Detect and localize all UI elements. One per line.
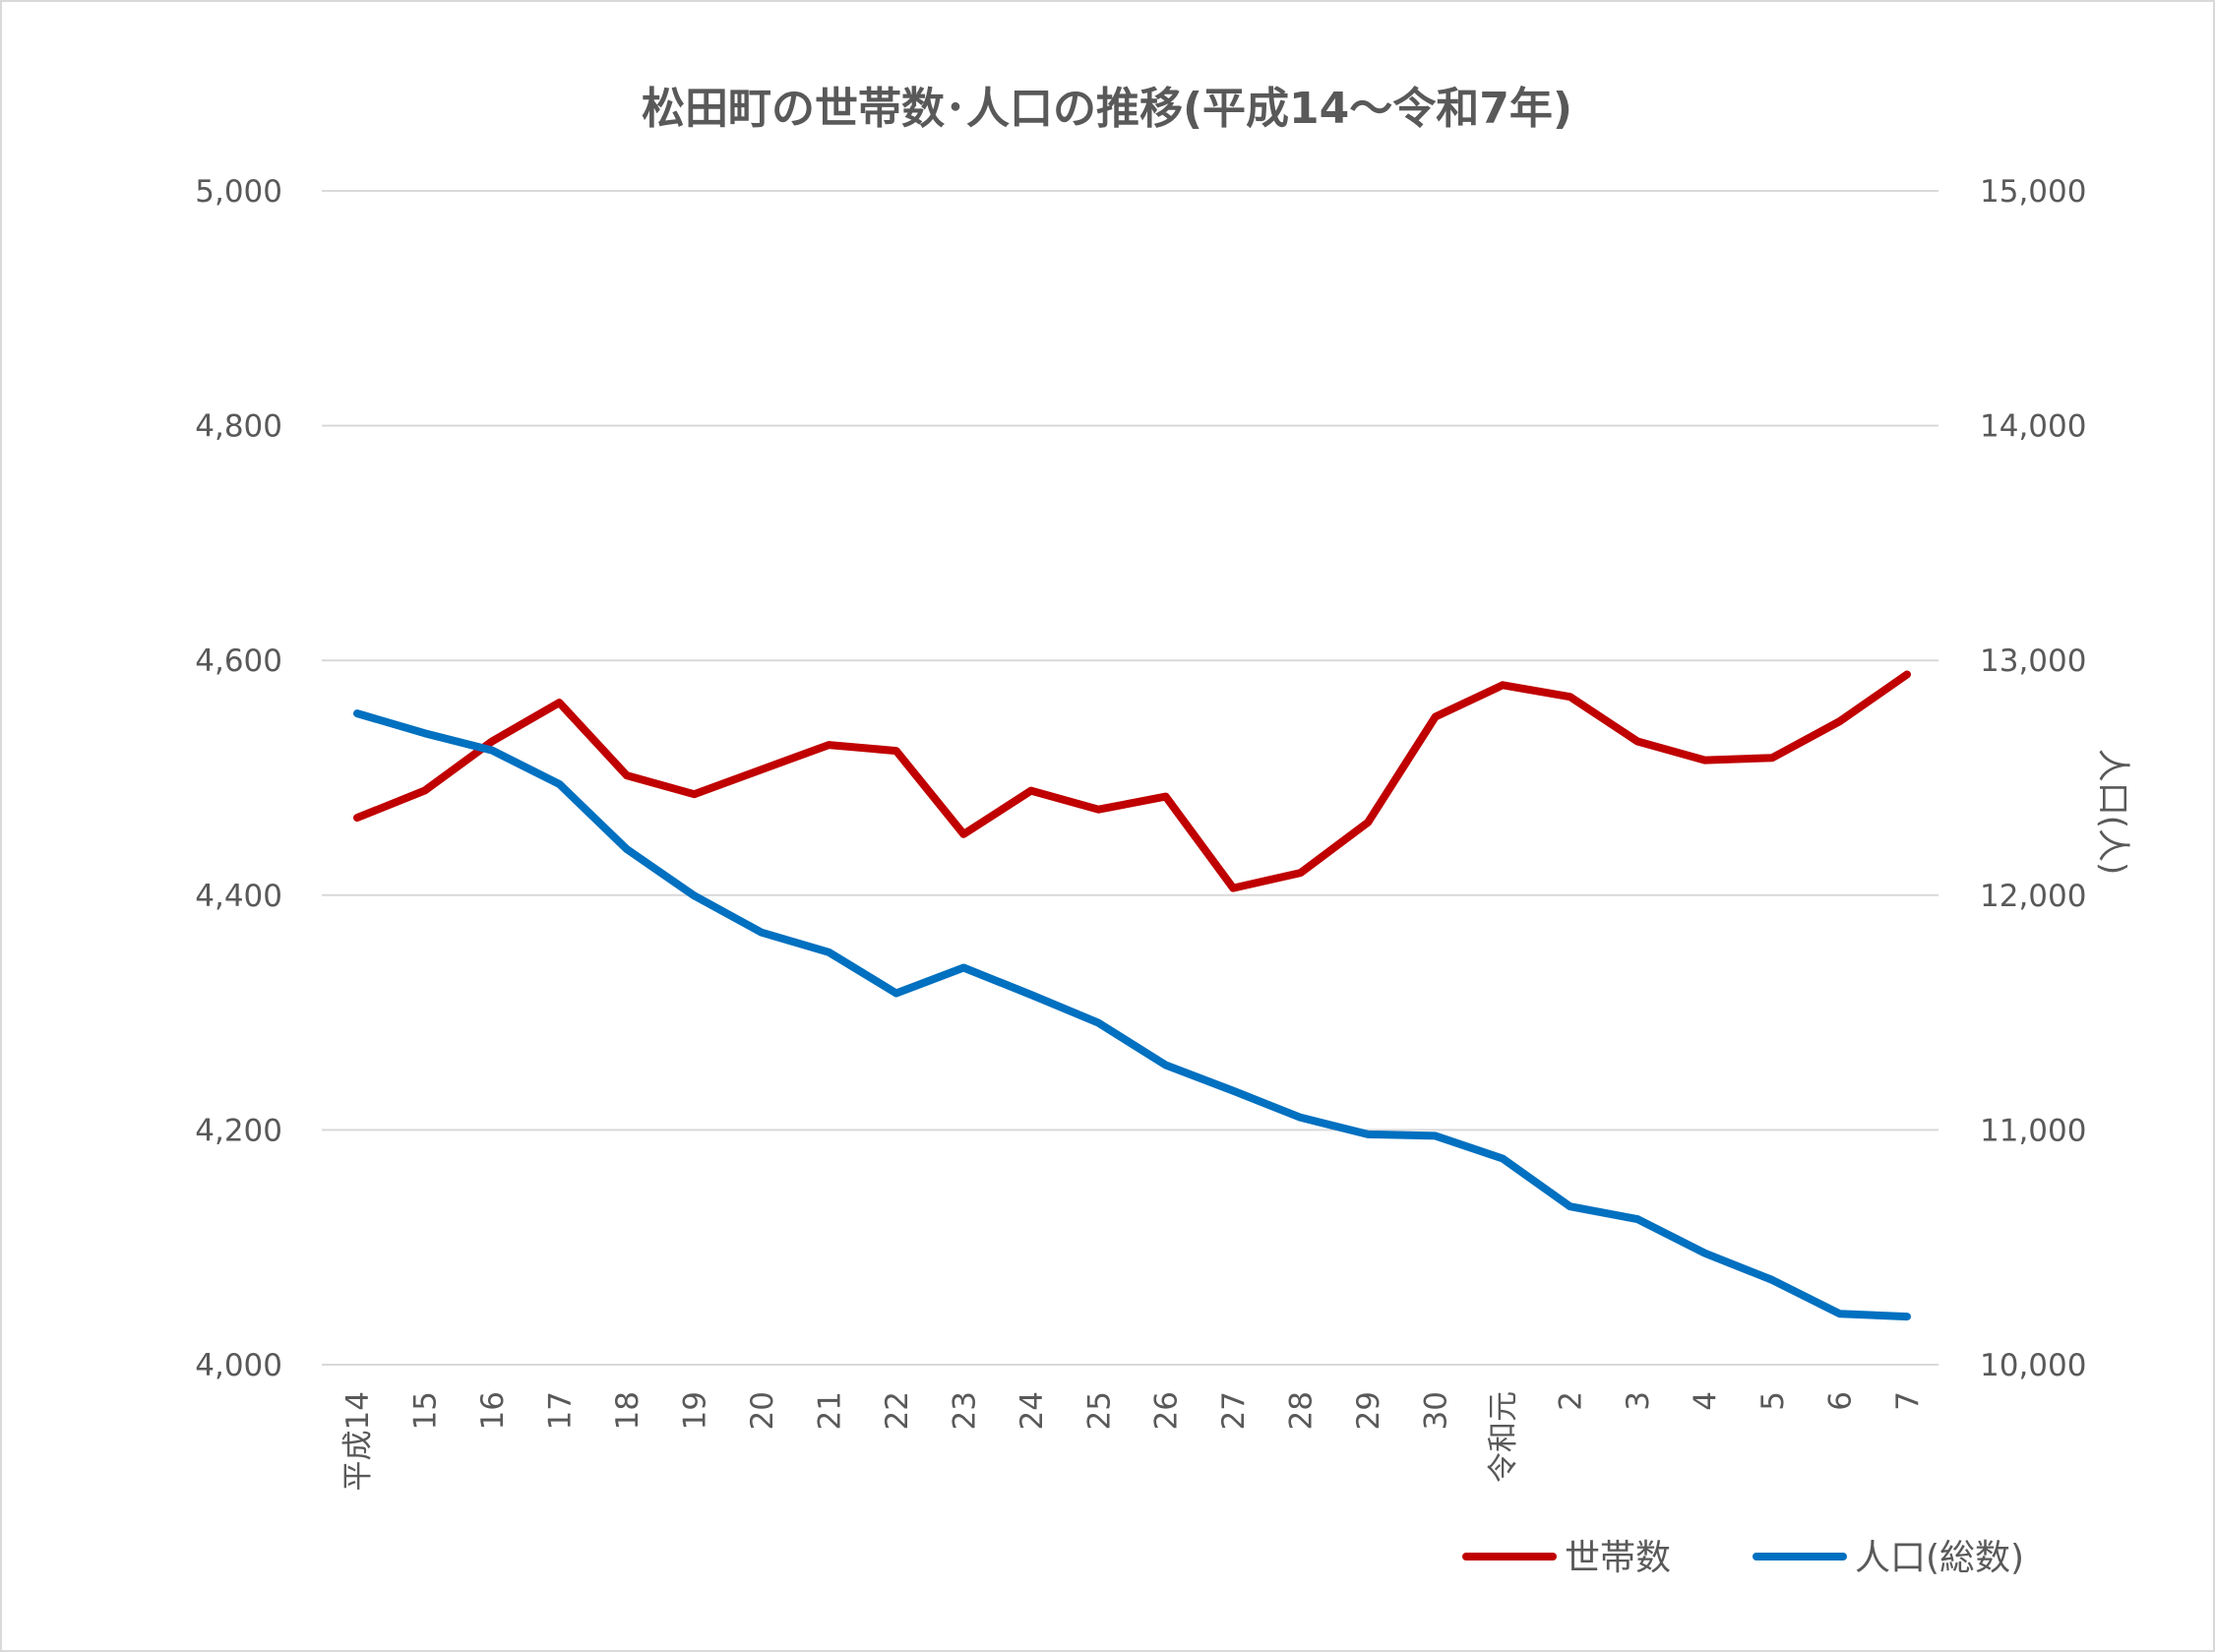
y-tick-label: 5,000: [195, 174, 282, 210]
gridlines: [322, 190, 1938, 1366]
y-tick-label: 4,600: [195, 643, 282, 679]
legend-label: 世帯数: [1565, 1538, 1671, 1578]
x-tick-label: 23: [947, 1391, 982, 1430]
x-tick-label: 19: [677, 1391, 712, 1430]
x-tick-label: 17: [542, 1391, 578, 1430]
x-tick-label: 22: [880, 1391, 915, 1430]
series-line-0: [353, 670, 1911, 892]
x-tick-label: 16: [475, 1391, 511, 1430]
x-axis: 平成14 15 16 17 18 19 20 21 22 23 24 25 26 27 28 29 30 令和元 2…: [340, 1391, 1926, 1491]
x-tick-label: 令和元: [1486, 1391, 1521, 1483]
series-line-1: [353, 709, 1911, 1321]
legend: 世帯数 人口(総数): [1462, 1538, 2024, 1578]
x-tick-label: 平成14: [340, 1391, 376, 1491]
x-tick-label: 2: [1554, 1391, 1589, 1411]
legend-label: 人口(総数): [1855, 1538, 2024, 1578]
x-tick-label: 15: [407, 1391, 443, 1430]
x-tick-label: 29: [1351, 1391, 1386, 1430]
y2-tick-label: 13,000: [1980, 643, 2086, 679]
x-tick-label: 20: [745, 1391, 780, 1430]
x-tick-label: 7: [1890, 1391, 1926, 1411]
x-tick-label: 5: [1755, 1391, 1791, 1411]
x-tick-label: 4: [1689, 1391, 1724, 1411]
x-tick-label: 26: [1149, 1391, 1185, 1430]
x-tick-label: 24: [1015, 1391, 1050, 1430]
y-tick-label: 4,200: [195, 1113, 282, 1148]
x-tick-label: 30: [1419, 1391, 1454, 1430]
y2-tick-label: 15,000: [1980, 174, 2086, 210]
x-tick-label: 25: [1081, 1391, 1117, 1430]
x-tick-label: 18: [610, 1391, 646, 1430]
x-tick-label: 6: [1823, 1391, 1859, 1411]
y-tick-label: 4,800: [195, 409, 282, 445]
y2-tick-label: 12,000: [1980, 879, 2086, 914]
y2-tick-label: 10,000: [1980, 1348, 2086, 1383]
y-tick-label: 4,400: [195, 879, 282, 914]
x-tick-label: 27: [1216, 1391, 1252, 1430]
y-tick-label: 4,000: [195, 1348, 282, 1383]
y2-axis-title: 人口(人): [2093, 749, 2132, 876]
y-axis-left: 4,000 4,200 4,400 4,600 4,800 5,000: [195, 174, 282, 1383]
x-tick-label: 3: [1621, 1391, 1656, 1411]
x-tick-label: 28: [1284, 1391, 1320, 1430]
chart-title: 松田町の世帯数･人口の推移(平成14～令和7年): [642, 84, 1572, 134]
y2-tick-label: 11,000: [1980, 1113, 2086, 1148]
y-axis-right: 10,000 11,000 12,000 13,000 14,000 15,000: [1980, 174, 2086, 1383]
series-lines: [353, 670, 1911, 1321]
x-tick-label: 21: [812, 1391, 847, 1430]
y2-tick-label: 14,000: [1980, 409, 2086, 445]
